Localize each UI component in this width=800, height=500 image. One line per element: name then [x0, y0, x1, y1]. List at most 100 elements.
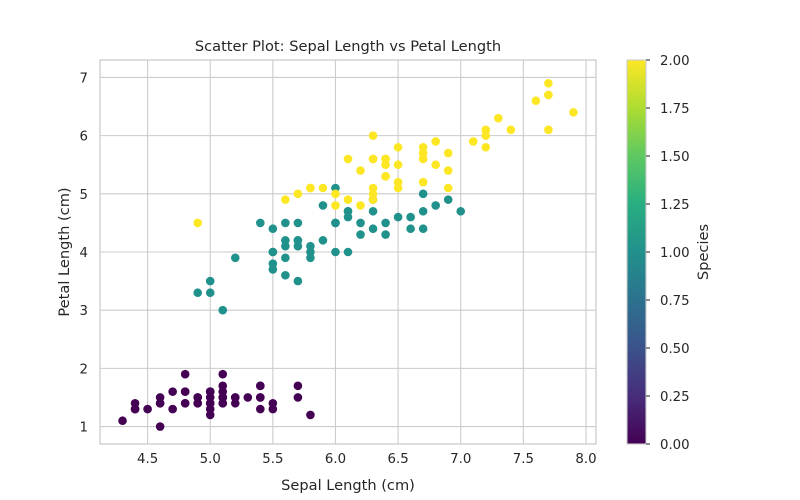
data-point-species-2	[331, 189, 340, 199]
data-point-species-0	[118, 416, 127, 426]
data-point-species-0	[193, 398, 202, 408]
data-point-species-0	[130, 404, 140, 414]
data-point-species-0	[218, 387, 228, 396]
data-point-species-0	[306, 410, 315, 420]
data-point-species-0	[205, 398, 215, 408]
data-point-species-0	[256, 393, 265, 402]
data-point-species-0	[155, 398, 165, 408]
plot-frame	[99, 59, 597, 445]
x-tick-label: 6.5	[388, 452, 409, 467]
data-point-species-1	[456, 206, 466, 216]
data-point-species-1	[368, 206, 378, 216]
y-tick-label: 2	[80, 362, 88, 377]
data-point-species-1	[293, 218, 303, 228]
data-point-species-0	[293, 393, 303, 402]
data-point-species-1	[230, 253, 240, 263]
data-point-species-1	[193, 288, 202, 298]
data-point-species-2	[331, 201, 340, 210]
data-point-species-2	[544, 125, 553, 135]
y-tick-label: 7	[80, 71, 88, 86]
data-point-species-2	[431, 137, 440, 146]
data-point-species-0	[256, 404, 265, 414]
colorbar-tick-label: 1.50	[660, 150, 690, 165]
data-point-species-1	[368, 224, 378, 234]
data-point-species-1	[268, 265, 278, 274]
data-point-species-2	[306, 183, 315, 193]
y-tick-label: 5	[80, 188, 88, 203]
data-point-species-1	[281, 270, 290, 280]
colorbar-tick-label: 2.00	[660, 54, 690, 69]
data-point-species-2	[569, 108, 578, 117]
data-point-species-1	[443, 195, 453, 204]
data-point-species-2	[418, 148, 428, 158]
data-point-species-1	[331, 247, 340, 257]
x-tick-label: 7.5	[513, 452, 534, 467]
data-point-species-2	[418, 177, 428, 187]
x-tick-label: 7.0	[450, 452, 471, 467]
colorbar-tick-label: 1.75	[660, 102, 690, 117]
x-tick-label: 6.0	[325, 452, 346, 467]
data-point-species-2	[481, 142, 491, 152]
data-point-species-0	[243, 393, 253, 402]
data-point-species-1	[393, 212, 403, 222]
data-point-species-2	[481, 131, 491, 140]
colorbar-tick-label: 1.25	[660, 198, 690, 213]
data-point-species-1	[406, 212, 415, 222]
data-point-species-1	[331, 218, 340, 228]
data-point-species-2	[356, 166, 365, 175]
data-point-species-2	[544, 90, 553, 100]
data-point-species-0	[293, 381, 303, 391]
y-axis-label: Petal Length (cm)	[56, 187, 73, 316]
data-point-species-2	[293, 189, 303, 199]
data-point-species-1	[268, 224, 278, 234]
data-point-species-2	[381, 160, 390, 170]
data-point-species-1	[256, 218, 265, 228]
data-point-species-2	[356, 201, 365, 210]
data-point-species-0	[268, 404, 278, 414]
data-point-species-1	[281, 253, 290, 263]
data-points	[118, 78, 578, 431]
data-point-species-0	[218, 369, 228, 379]
grid-lines	[100, 60, 596, 444]
colorbar-tick-label: 0.75	[660, 294, 690, 309]
data-point-species-1	[418, 224, 428, 234]
y-tick-label: 6	[80, 130, 88, 145]
data-point-species-1	[381, 218, 390, 228]
colorbar-tick-label: 0.25	[660, 390, 690, 405]
data-point-species-2	[494, 113, 503, 123]
data-point-species-2	[343, 195, 353, 204]
data-point-species-2	[343, 154, 353, 164]
data-point-species-0	[143, 404, 152, 414]
y-tick-label: 4	[80, 246, 88, 261]
data-point-species-1	[281, 236, 290, 245]
data-point-species-1	[418, 206, 428, 216]
data-point-species-0	[180, 369, 190, 379]
data-point-species-0	[180, 387, 190, 396]
y-tick-label: 1	[80, 421, 88, 436]
data-point-species-0	[168, 404, 177, 414]
data-point-species-1	[268, 247, 278, 257]
data-point-species-2	[368, 189, 378, 199]
data-point-species-2	[531, 96, 541, 106]
data-point-species-2	[443, 183, 453, 193]
colorbar-label: Species	[695, 224, 712, 280]
data-point-species-0	[230, 393, 240, 402]
data-point-species-2	[193, 218, 202, 228]
data-point-species-1	[431, 201, 440, 210]
y-tick-label: 3	[80, 304, 88, 319]
data-point-species-2	[381, 172, 390, 181]
data-point-species-1	[205, 288, 215, 298]
x-axis-label: Sepal Length (cm)	[281, 477, 415, 494]
data-point-species-1	[356, 218, 365, 228]
data-point-species-1	[293, 276, 303, 286]
data-point-species-2	[468, 137, 478, 146]
data-point-species-1	[318, 201, 328, 210]
chart-title: Scatter Plot: Sepal Length vs Petal Leng…	[195, 38, 501, 55]
data-point-species-2	[443, 148, 453, 158]
data-point-species-2	[368, 154, 378, 164]
colorbar-gradient	[627, 60, 646, 444]
data-point-species-1	[343, 212, 353, 222]
x-tick-labels: 4.5 5.0 5.5 6.0 6.5 7.0 7.5 8.0	[137, 452, 597, 467]
